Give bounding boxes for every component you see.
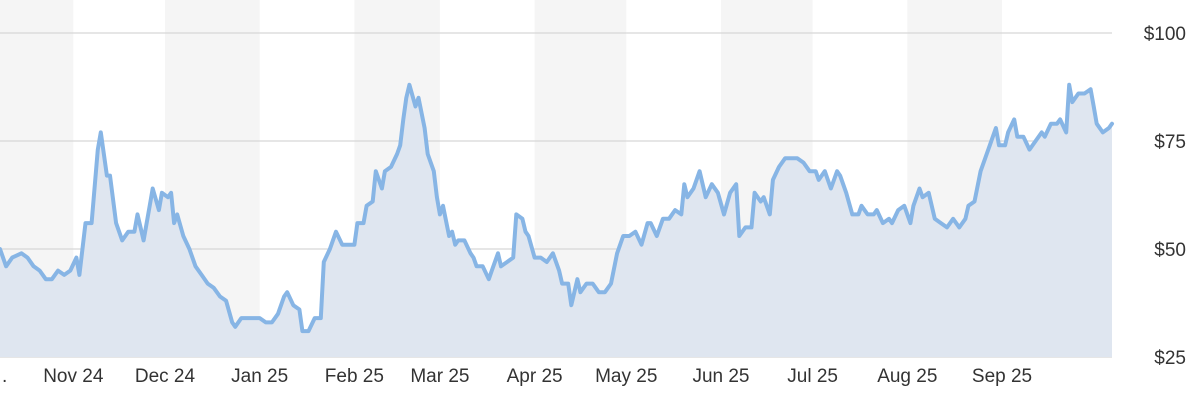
x-tick-label: Dec 24 <box>135 366 196 387</box>
y-tick-label: $25 <box>1154 348 1186 369</box>
area-layer <box>0 82 1114 358</box>
series-line <box>0 82 1114 334</box>
x-tick-label: Apr 25 <box>507 366 563 387</box>
x-axis-ticks: . Nov 24 Dec 24 Jan 25 Feb 25 Mar 25 Apr 25 May… <box>2 366 1032 387</box>
y-tick-label: $100 <box>1144 24 1186 45</box>
y-tick-label: $50 <box>1154 240 1186 261</box>
x-tick-label: Nov 24 <box>43 366 104 387</box>
series-area <box>0 84 1112 358</box>
y-axis-ticks: $100 $75 $50 $25 <box>1144 24 1186 369</box>
x-tick-label: Jan 25 <box>231 366 288 387</box>
x-tick-label: Jul 25 <box>787 366 838 387</box>
x-tick-label: . <box>2 366 7 387</box>
y-tick-label: $75 <box>1154 132 1186 153</box>
x-tick-label: Mar 25 <box>410 366 469 387</box>
x-tick-label: May 25 <box>595 366 657 387</box>
x-tick-label: Aug 25 <box>877 366 937 387</box>
x-tick-label: Jun 25 <box>692 366 749 387</box>
x-tick-label: Feb 25 <box>325 366 384 387</box>
x-tick-label: Sep 25 <box>972 366 1032 387</box>
